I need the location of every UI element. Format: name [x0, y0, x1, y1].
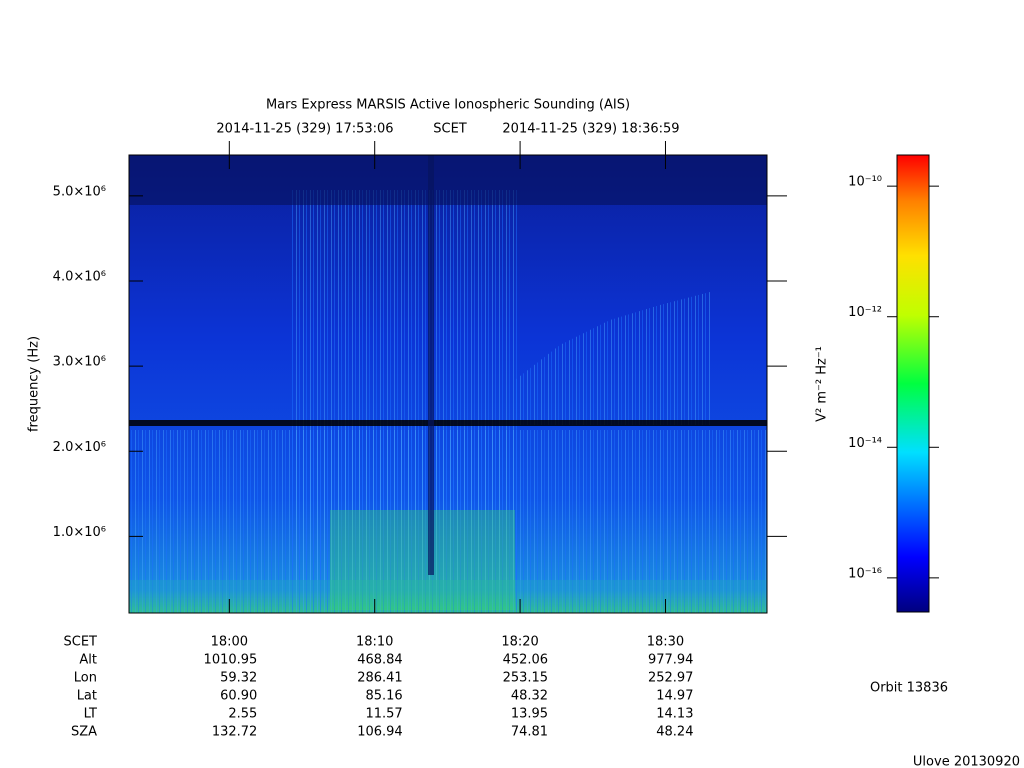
ephemeris-value: 11.57 [365, 707, 402, 722]
y-tick-label: 2.0×10⁶ [53, 440, 106, 455]
ephemeris-value: 468.84 [357, 653, 403, 668]
chart-title: Mars Express MARSIS Active Ionospheric S… [266, 98, 630, 113]
ephemeris-row-label: Lat [77, 689, 97, 704]
y-tick-label: 5.0×10⁶ [53, 184, 106, 199]
start-time: 2014-11-25 (329) 17:53:06 [216, 122, 393, 137]
ephemeris-value: 2.55 [228, 707, 257, 722]
ephemeris-value: 1010.95 [204, 653, 258, 668]
y-axis-label: frequency (Hz) [27, 336, 42, 432]
orbit-label: Orbit 13836 [870, 681, 948, 696]
ephemeris-value: 60.90 [220, 689, 257, 704]
ephemeris-value: 13.95 [511, 707, 548, 722]
colorbar-label: V² m⁻² Hz⁻¹ [815, 346, 830, 422]
ephemeris-value: 48.24 [656, 725, 693, 740]
colorbar-tick-label: 10⁻¹² [848, 305, 882, 320]
plot-frame [128, 154, 768, 614]
ephemeris-value: 59.32 [220, 671, 257, 686]
ephemeris-value: 14.13 [656, 707, 693, 722]
spectrogram-image [129, 155, 767, 613]
x-tick-label: 18:30 [647, 635, 684, 650]
ephemeris-value: 106.94 [357, 725, 403, 740]
ephemeris-row-label: SCET [64, 635, 98, 650]
y-tick-label: 1.0×10⁶ [53, 525, 106, 540]
end-time: 2014-11-25 (329) 18:36:59 [502, 122, 679, 137]
colorbar [896, 154, 930, 613]
ephemeris-row-label: Lon [74, 671, 97, 686]
ephemeris-value: 132.72 [212, 725, 258, 740]
ephemeris-value: 977.94 [648, 653, 694, 668]
colorbar-tick-label: 10⁻¹⁰ [848, 175, 882, 190]
ephemeris-row-label: SZA [71, 725, 97, 740]
ephemeris-value: 253.15 [503, 671, 549, 686]
ephemeris-row-label: LT [84, 707, 97, 722]
colorbar-tick-label: 10⁻¹⁴ [848, 436, 882, 451]
ephemeris-value: 74.81 [511, 725, 548, 740]
y-tick-label: 3.0×10⁶ [53, 355, 106, 370]
ephemeris-row-label: Alt [79, 653, 97, 668]
ephemeris-value: 48.32 [511, 689, 548, 704]
ephemeris-value: 252.97 [648, 671, 694, 686]
ephemeris-value: 14.97 [656, 689, 693, 704]
ephemeris-value: 452.06 [503, 653, 549, 668]
x-tick-label: 18:00 [211, 635, 248, 650]
x-tick-label: 18:10 [356, 635, 393, 650]
time-system: SCET [433, 122, 467, 137]
y-tick-label: 4.0×10⁶ [53, 269, 106, 284]
colorbar-tick-label: 10⁻¹⁶ [848, 566, 882, 581]
x-tick-label: 18:20 [501, 635, 538, 650]
ephemeris-value: 286.41 [357, 671, 403, 686]
footer: Ulove 20130920 [913, 755, 1020, 768]
ephemeris-value: 85.16 [365, 689, 402, 704]
